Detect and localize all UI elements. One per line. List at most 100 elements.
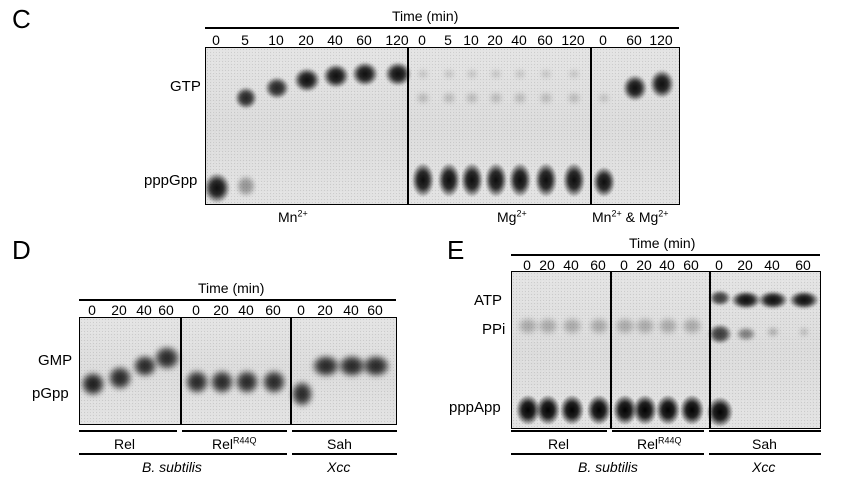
gel-band bbox=[540, 69, 552, 79]
panel-c-letter: C bbox=[12, 4, 31, 34]
gel-band bbox=[80, 371, 106, 397]
panel-c-time-label: 5 bbox=[241, 32, 249, 48]
panel-d-time-label: 60 bbox=[158, 302, 174, 318]
gel-band bbox=[385, 62, 411, 86]
panel-c-header-line bbox=[205, 27, 679, 29]
panel-d-sah-line bbox=[292, 430, 397, 432]
gel-band bbox=[758, 291, 788, 309]
panel-d-letter: D bbox=[12, 235, 31, 265]
gel-band bbox=[623, 75, 647, 101]
panel-d-time-label: 40 bbox=[136, 302, 152, 318]
panel-e-lane-sah: Sah bbox=[752, 436, 777, 452]
gel-band bbox=[560, 395, 584, 425]
panel-c-time-label: 0 bbox=[599, 32, 607, 48]
panel-e-time-label: 60 bbox=[590, 257, 606, 273]
gel-band bbox=[680, 395, 704, 425]
panel-c-time-label: 10 bbox=[268, 32, 284, 48]
panel-d-time-label: 0 bbox=[192, 302, 200, 318]
gel-band bbox=[107, 365, 133, 391]
panel-e-time-label: 0 bbox=[620, 257, 628, 273]
gel-band bbox=[561, 317, 583, 335]
panel-e-time-label: 60 bbox=[683, 257, 699, 273]
panel-d-label-gmp: GMP bbox=[38, 352, 73, 369]
gel-band bbox=[709, 290, 731, 306]
panel-c-label-gtp: GTP bbox=[170, 78, 201, 95]
panel-d-species-xcc: Xcc bbox=[327, 459, 351, 475]
panel-c-time-label: 60 bbox=[537, 32, 553, 48]
panel-e-time-label: 20 bbox=[539, 257, 555, 273]
panel-e-time-label: 20 bbox=[737, 257, 753, 273]
panel-d-time-label: 0 bbox=[88, 302, 96, 318]
panel-d-relm-line bbox=[182, 430, 287, 432]
panel-e-relm-line bbox=[612, 430, 704, 432]
panel-e-header-line bbox=[511, 254, 820, 256]
gel-band bbox=[799, 327, 809, 337]
gel-divider bbox=[590, 48, 592, 204]
panel-c-time-label: 10 bbox=[463, 32, 479, 48]
panel-e-lane-relm: RelR44Q bbox=[637, 435, 682, 452]
panel-d-header-line bbox=[79, 299, 396, 301]
panel-e-lane-rel: Rel bbox=[548, 436, 570, 452]
gel-band bbox=[323, 64, 349, 88]
panel-c-time-label: 60 bbox=[356, 32, 372, 48]
panel-e-rel-line bbox=[511, 430, 607, 432]
gel-band bbox=[442, 92, 456, 104]
gel-band bbox=[490, 69, 502, 79]
gel-band bbox=[598, 93, 610, 103]
panel-c-condition-mg: Mg2+ bbox=[497, 208, 527, 225]
gel-band bbox=[567, 92, 581, 104]
gel-band bbox=[657, 317, 679, 335]
panel-d-time-label: 0 bbox=[297, 302, 305, 318]
gel-band bbox=[153, 345, 181, 371]
panel-c-time-label: 20 bbox=[298, 32, 314, 48]
gel-band bbox=[416, 92, 430, 104]
panel-c-time-label: 120 bbox=[385, 32, 409, 48]
panel-e-label-ppi: PPi bbox=[482, 321, 506, 338]
gel-divider bbox=[610, 272, 612, 428]
panel-d-species-bs: B. subtilis bbox=[142, 459, 202, 475]
panel-e-gel bbox=[511, 271, 821, 429]
gel-band bbox=[311, 354, 341, 378]
panel-e-time-label: 40 bbox=[563, 257, 579, 273]
panel-e-letter: E bbox=[447, 235, 465, 265]
panel-e-species-xcc: Xcc bbox=[752, 459, 776, 475]
gel-band bbox=[352, 62, 378, 86]
gel-band bbox=[294, 68, 320, 92]
panel-d-time-label: 60 bbox=[265, 302, 281, 318]
panel-d-gel bbox=[79, 317, 397, 425]
gel-band bbox=[708, 324, 732, 344]
panel-c-time-label: 120 bbox=[561, 32, 585, 48]
panel-c-time-label: 0 bbox=[212, 32, 220, 48]
panel-e-time-label: 20 bbox=[636, 257, 652, 273]
panel-c-condition-mn: Mn2+ bbox=[278, 208, 308, 225]
panel-c-time-label: 0 bbox=[418, 32, 426, 48]
gel-band bbox=[650, 70, 674, 98]
gel-band bbox=[593, 167, 615, 197]
panel-e-sah-line bbox=[709, 430, 821, 432]
panel-d-lane-sah: Sah bbox=[327, 436, 352, 452]
gel-band bbox=[588, 317, 610, 335]
gel-band bbox=[236, 175, 256, 197]
gel-band bbox=[563, 163, 585, 197]
gel-band bbox=[513, 92, 527, 104]
gel-band bbox=[614, 317, 636, 335]
panel-e-species-bs: B. subtilis bbox=[578, 459, 638, 475]
panel-c-time-label: 5 bbox=[444, 32, 452, 48]
gel-band bbox=[465, 92, 479, 104]
panel-c-condition-mn-mg: Mn2+ & Mg2+ bbox=[592, 208, 669, 225]
panel-d-time-label: 20 bbox=[213, 302, 229, 318]
panel-e-time-label: 40 bbox=[764, 257, 780, 273]
panel-e-time-label: 60 bbox=[795, 257, 811, 273]
gel-divider bbox=[180, 318, 182, 424]
panel-d-species-line-xcc bbox=[292, 453, 397, 455]
panel-d-lane-relm: RelR44Q bbox=[212, 435, 257, 452]
panel-d-time-label: 60 bbox=[367, 302, 383, 318]
gel-band bbox=[489, 92, 503, 104]
gel-band bbox=[261, 369, 287, 395]
gel-divider bbox=[407, 48, 409, 204]
gel-band bbox=[535, 163, 557, 197]
gel-band bbox=[707, 397, 733, 427]
gel-band bbox=[568, 69, 580, 79]
gel-band bbox=[633, 395, 657, 425]
panel-d-label-pgpp: pGpp bbox=[32, 385, 69, 402]
